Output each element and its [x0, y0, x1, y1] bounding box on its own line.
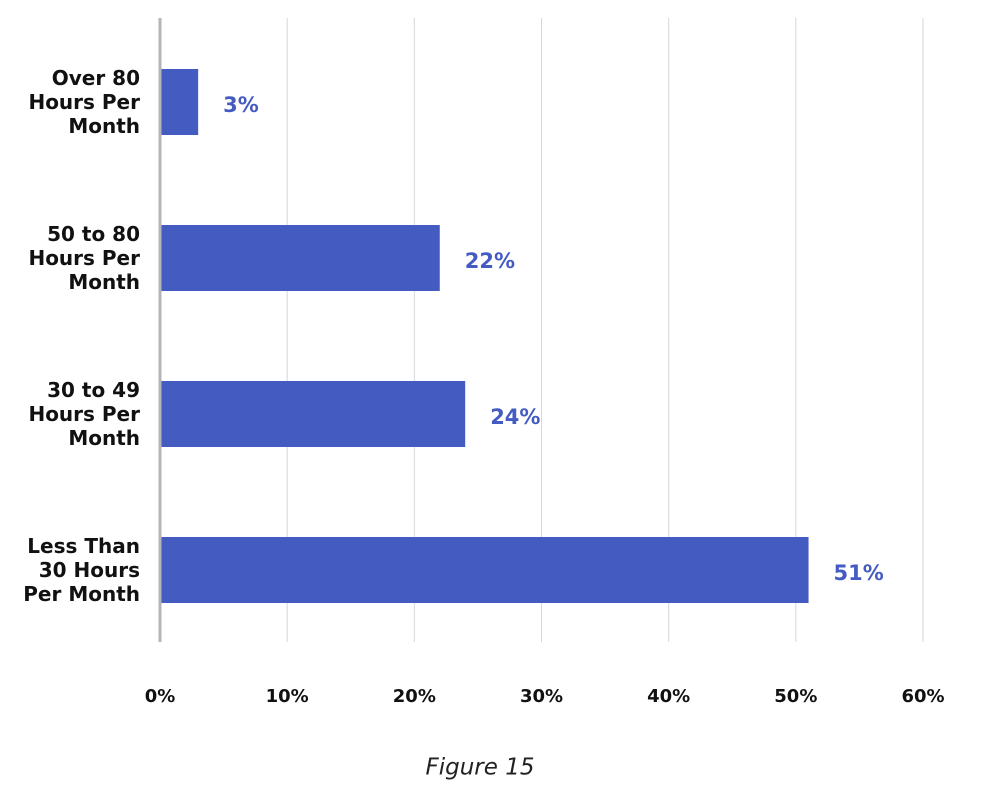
bar	[160, 381, 466, 447]
category-label: 30 to 49 Hours Per Month	[28, 378, 140, 450]
category-label: Over 80 Hours Per Month	[28, 66, 140, 138]
x-tick-label: 20%	[393, 686, 436, 707]
bar	[160, 69, 199, 135]
category-label: Less Than 30 Hours Per Month	[23, 534, 140, 606]
value-label: 51%	[834, 561, 884, 585]
x-tick-label: 0%	[145, 686, 176, 707]
value-label: 3%	[223, 93, 259, 117]
x-tick-label: 10%	[266, 686, 309, 707]
x-tick-label: 40%	[647, 686, 690, 707]
caption: Figure 15	[426, 755, 535, 781]
x-tick-label: 30%	[520, 686, 563, 707]
bar	[160, 537, 809, 603]
category-label: 50 to 80 Hours Per Month	[28, 222, 140, 294]
x-tick-label: 60%	[901, 686, 944, 707]
x-tick-label: 50%	[774, 686, 817, 707]
value-label: 24%	[490, 405, 540, 429]
value-label: 22%	[465, 249, 515, 273]
bar	[160, 225, 440, 291]
